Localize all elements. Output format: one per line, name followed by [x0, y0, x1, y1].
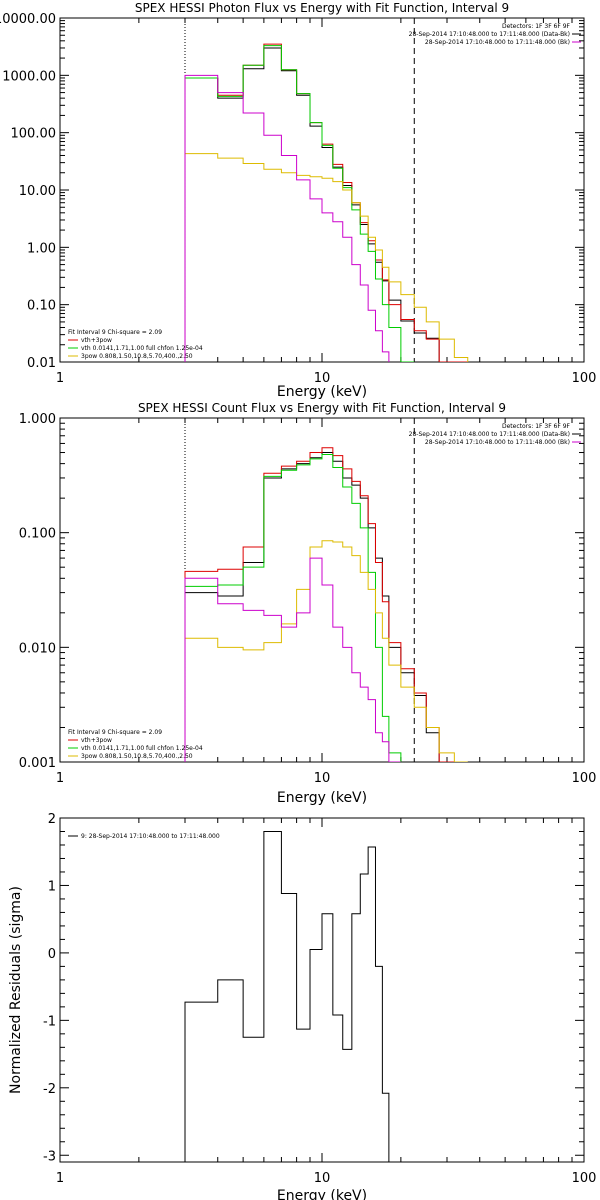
chart-title: SPEX HESSI Photon Flux vs Energy with Fi…: [135, 1, 509, 15]
chart-panel-2: SPEX HESSI Count Flux vs Energy with Fit…: [19, 401, 597, 806]
y-tick-label: 0: [48, 947, 56, 962]
legend-entry: 28-Sep-2014 17:10:48.000 to 17:11:48.000…: [425, 39, 570, 46]
legend-entry: 28-Sep-2014 17:10:48.000 to 17:11:48.000…: [409, 31, 570, 38]
chart-panel-1: SPEX HESSI Photon Flux vs Energy with Fi…: [0, 1, 596, 400]
series-line-3pow: [184, 153, 469, 362]
series-group: [184, 43, 469, 362]
y-tick-label: -1: [43, 1014, 56, 1029]
x-tick-label: 1: [56, 1171, 64, 1186]
legend-entry: 9: 28-Sep-2014 17:10:48.000 to 17:11:48.…: [81, 833, 220, 840]
series-line-vth: [184, 454, 402, 762]
legend-entry: 28-Sep-2014 17:10:48.000 to 17:11:48.000…: [425, 439, 570, 446]
y-tick-label: 0.010: [19, 641, 56, 656]
y-tick-label: -2: [43, 1082, 56, 1097]
legend-entry: Fit Interval 9 Chi-square = 2.09: [68, 729, 162, 736]
y-tick-label: 0.01: [27, 356, 56, 371]
plot-frame: [59, 17, 585, 363]
series-line-bk: [184, 74, 390, 362]
legend-entry: Fit Interval 9 Chi-square = 2.09: [68, 329, 162, 336]
series-line-residuals: [184, 830, 390, 1162]
x-tick-label: 1: [56, 771, 64, 786]
y-tick-label: 1.00: [27, 241, 56, 256]
legend-entry: Detectors: 1F 3F 6F 9F: [502, 23, 571, 30]
y-axis-label: Normalized Residuals (sigma): [8, 886, 24, 1094]
y-tick-label: 2: [48, 812, 56, 827]
x-tick-label: 100: [572, 1171, 597, 1186]
y-tick-label: 1.000: [19, 412, 56, 427]
legend-entry: 3pow 0.808,1.50,10.8,5.70,400.,2.50: [81, 753, 193, 760]
series-line-vth: [184, 45, 415, 362]
x-axis-label: Energy (keV): [277, 1188, 367, 1200]
x-tick-label: 100: [572, 371, 597, 386]
y-tick-label: 0.001: [19, 756, 56, 771]
legend-entry: vth+3pow: [81, 337, 112, 344]
y-tick-label: 1000.00: [2, 69, 56, 84]
legend-entry: vth+3pow: [81, 737, 112, 744]
series-line-3pow: [184, 540, 468, 762]
legend-entry: Detectors: 1F 3F 6F 9F: [502, 423, 571, 430]
x-tick-label: 100: [572, 771, 597, 786]
chart-title: SPEX HESSI Count Flux vs Energy with Fit…: [138, 401, 506, 415]
x-axis-label: Energy (keV): [277, 790, 367, 806]
legend-entry: vth 0.0141,1.71,1.00 full chfon 1.25e-04: [81, 345, 203, 352]
y-tick-label: 0.100: [19, 527, 56, 542]
y-tick-label: 100.00: [11, 127, 57, 142]
legend-entry: vth 0.0141,1.71,1.00 full chfon 1.25e-04: [81, 745, 203, 752]
y-tick-label: 0.10: [27, 299, 56, 314]
series-line-bk: [184, 557, 401, 762]
series-line-vth-3pow: [184, 43, 468, 362]
x-tick-label: 10: [314, 771, 331, 786]
series-line-vth-3pow: [184, 447, 455, 762]
y-tick-label: 10.00: [19, 184, 56, 199]
plot-frame: [59, 417, 585, 763]
x-tick-label: 10: [314, 371, 331, 386]
y-tick-label: -3: [43, 1149, 56, 1164]
series-group: [184, 830, 390, 1162]
plot-frame: [59, 817, 585, 1163]
y-tick-label: 1: [48, 879, 56, 894]
legend-entry: 28-Sep-2014 17:10:48.000 to 17:11:48.000…: [409, 431, 570, 438]
y-tick-label: 10000.00: [0, 12, 56, 27]
series-group: [184, 447, 468, 762]
x-tick-label: 10: [314, 1171, 331, 1186]
chart-panel-3: 1 10 100 Energy (keV) -3 -2 -1 0 1 2 Normalized Re…: [8, 812, 596, 1200]
x-tick-label: 1: [56, 371, 64, 386]
x-axis-label: Energy (keV): [277, 384, 367, 400]
legend-entry: 3pow 0.808,1.50,10.8,5.70,400.,2.50: [81, 353, 193, 360]
